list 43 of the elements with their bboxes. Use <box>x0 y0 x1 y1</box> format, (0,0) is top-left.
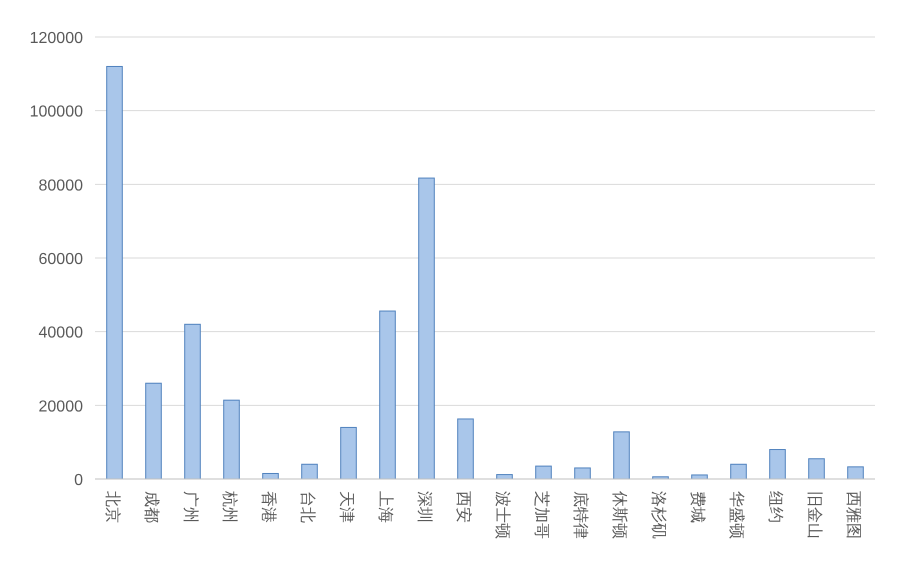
bar <box>808 458 825 480</box>
bar <box>418 178 435 480</box>
x-tick-label: 台北 <box>298 491 316 523</box>
bar <box>769 449 786 480</box>
x-tick-label: 天津 <box>338 491 356 523</box>
y-tick-label: 20000 <box>38 398 84 416</box>
y-tick-label: 60000 <box>38 251 84 268</box>
bar <box>301 464 318 480</box>
y-tick-label: 80000 <box>38 177 84 194</box>
x-tick-label: 香港 <box>260 491 278 523</box>
x-tick-label: 上海 <box>376 491 394 523</box>
x-tick-label: 纽约 <box>766 491 784 523</box>
bar <box>379 310 396 480</box>
bar <box>457 418 474 480</box>
x-tick-label: 芝加哥 <box>532 491 550 539</box>
bar <box>730 464 747 480</box>
x-tick-label: 成都 <box>142 491 160 523</box>
x-tick-label: 波士顿 <box>494 491 512 539</box>
bar <box>535 466 552 480</box>
x-tick-label: 休斯顿 <box>610 491 628 539</box>
bar <box>223 400 240 480</box>
x-tick-label: 费城 <box>688 491 706 523</box>
y-tick-label: 120000 <box>30 30 84 47</box>
x-tick-label: 洛杉矶 <box>650 491 668 539</box>
x-tick-label: 西雅图 <box>844 491 862 539</box>
bar <box>145 382 162 480</box>
bar <box>184 324 201 480</box>
x-tick-label: 杭州 <box>220 490 238 523</box>
bar <box>340 426 357 480</box>
bar <box>613 431 630 480</box>
x-tick-label: 底特律 <box>572 491 590 539</box>
bar <box>106 66 123 480</box>
x-tick-label: 广州 <box>182 491 200 523</box>
x-tick-label: 北京 <box>104 491 122 523</box>
x-tick-label: 旧金山 <box>806 491 824 539</box>
bar <box>574 467 591 480</box>
y-tick-label: 100000 <box>30 104 84 121</box>
y-tick-label: 0 <box>74 472 84 489</box>
x-tick-label: 华盛顿 <box>728 491 746 539</box>
y-tick-label: 40000 <box>38 324 84 342</box>
x-tick-label: 西安 <box>454 491 472 523</box>
bar <box>847 466 864 480</box>
x-tick-label: 深圳 <box>416 491 434 523</box>
